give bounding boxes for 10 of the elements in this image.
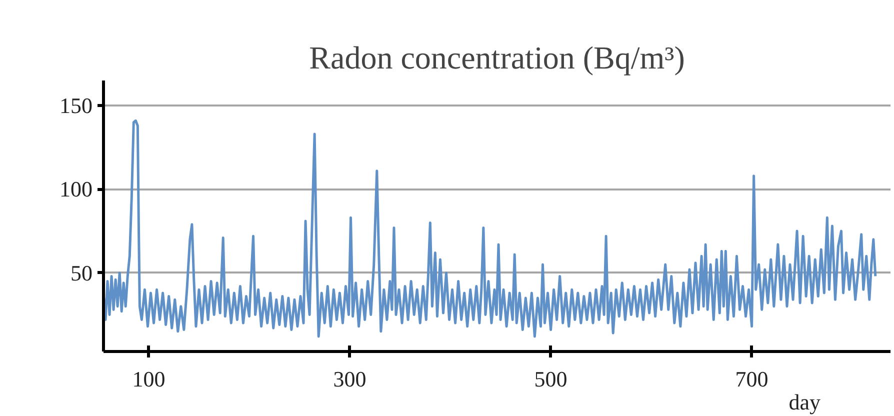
x-tick-label: 500: [534, 366, 568, 392]
y-tick-label: 150: [60, 93, 92, 118]
chart-title: Radon concentration (Bq/m³): [309, 40, 685, 76]
line-series: [104, 119, 877, 338]
y-tick-label: 100: [60, 176, 92, 202]
x-tick-label: 700: [735, 366, 768, 392]
y-tick-label: 50: [70, 260, 92, 286]
x-axis-title: day: [788, 390, 820, 414]
x-tick-label: 100: [132, 366, 166, 392]
x-tick-label: 300: [333, 366, 366, 392]
